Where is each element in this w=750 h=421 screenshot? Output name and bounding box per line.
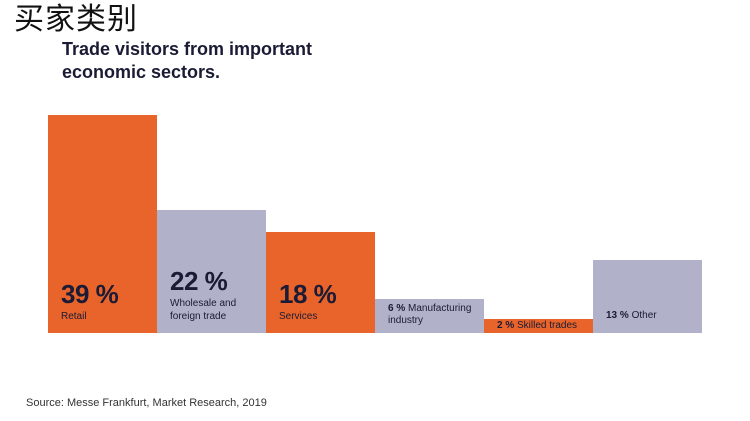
source-note: Source: Messe Frankfurt, Market Research… — [26, 397, 267, 409]
value-label: 6 % — [388, 303, 406, 315]
bar-label: 6 % Manufacturing industry — [388, 303, 471, 327]
value-label: 18 % — [279, 279, 337, 309]
chart-title-line-1: Trade visitors from important — [62, 39, 313, 59]
category-label: Wholesale and foreign trade — [170, 298, 237, 322]
value-label: 39 % — [61, 279, 119, 309]
category-label: Retail — [61, 311, 87, 322]
bar-label: 22 % Wholesale and foreign trade — [170, 267, 236, 323]
value-label: 22 % — [170, 266, 228, 296]
bar-wholesale-and-foreign-trade — [157, 210, 266, 333]
page-header-label: 买家类别 — [14, 2, 138, 37]
value-label: 13 % — [606, 310, 629, 322]
bar-services — [266, 232, 375, 333]
category-label-cont: industry — [388, 315, 424, 327]
bar-other — [593, 260, 702, 333]
bar-label: 2 % Skilled trades — [497, 320, 577, 332]
category-label: Other — [631, 310, 657, 322]
category-label: Skilled trades — [517, 320, 578, 331]
category-label: Manufacturing — [408, 303, 472, 315]
bar-skilled-trades — [484, 319, 593, 333]
bar-manufacturing-industry — [375, 299, 484, 333]
category-label: Services — [279, 311, 318, 322]
value-label: 2 % — [497, 320, 515, 331]
chart-title: Trade visitors from important economic s… — [62, 38, 382, 84]
bar-label: 39 % Retail — [61, 279, 119, 323]
bar-label: 13 % Other — [606, 310, 657, 322]
chart-title-line-2: economic sectors. — [62, 62, 221, 82]
bar-label: 18 % Services — [279, 279, 337, 323]
bar-retail — [48, 115, 157, 333]
